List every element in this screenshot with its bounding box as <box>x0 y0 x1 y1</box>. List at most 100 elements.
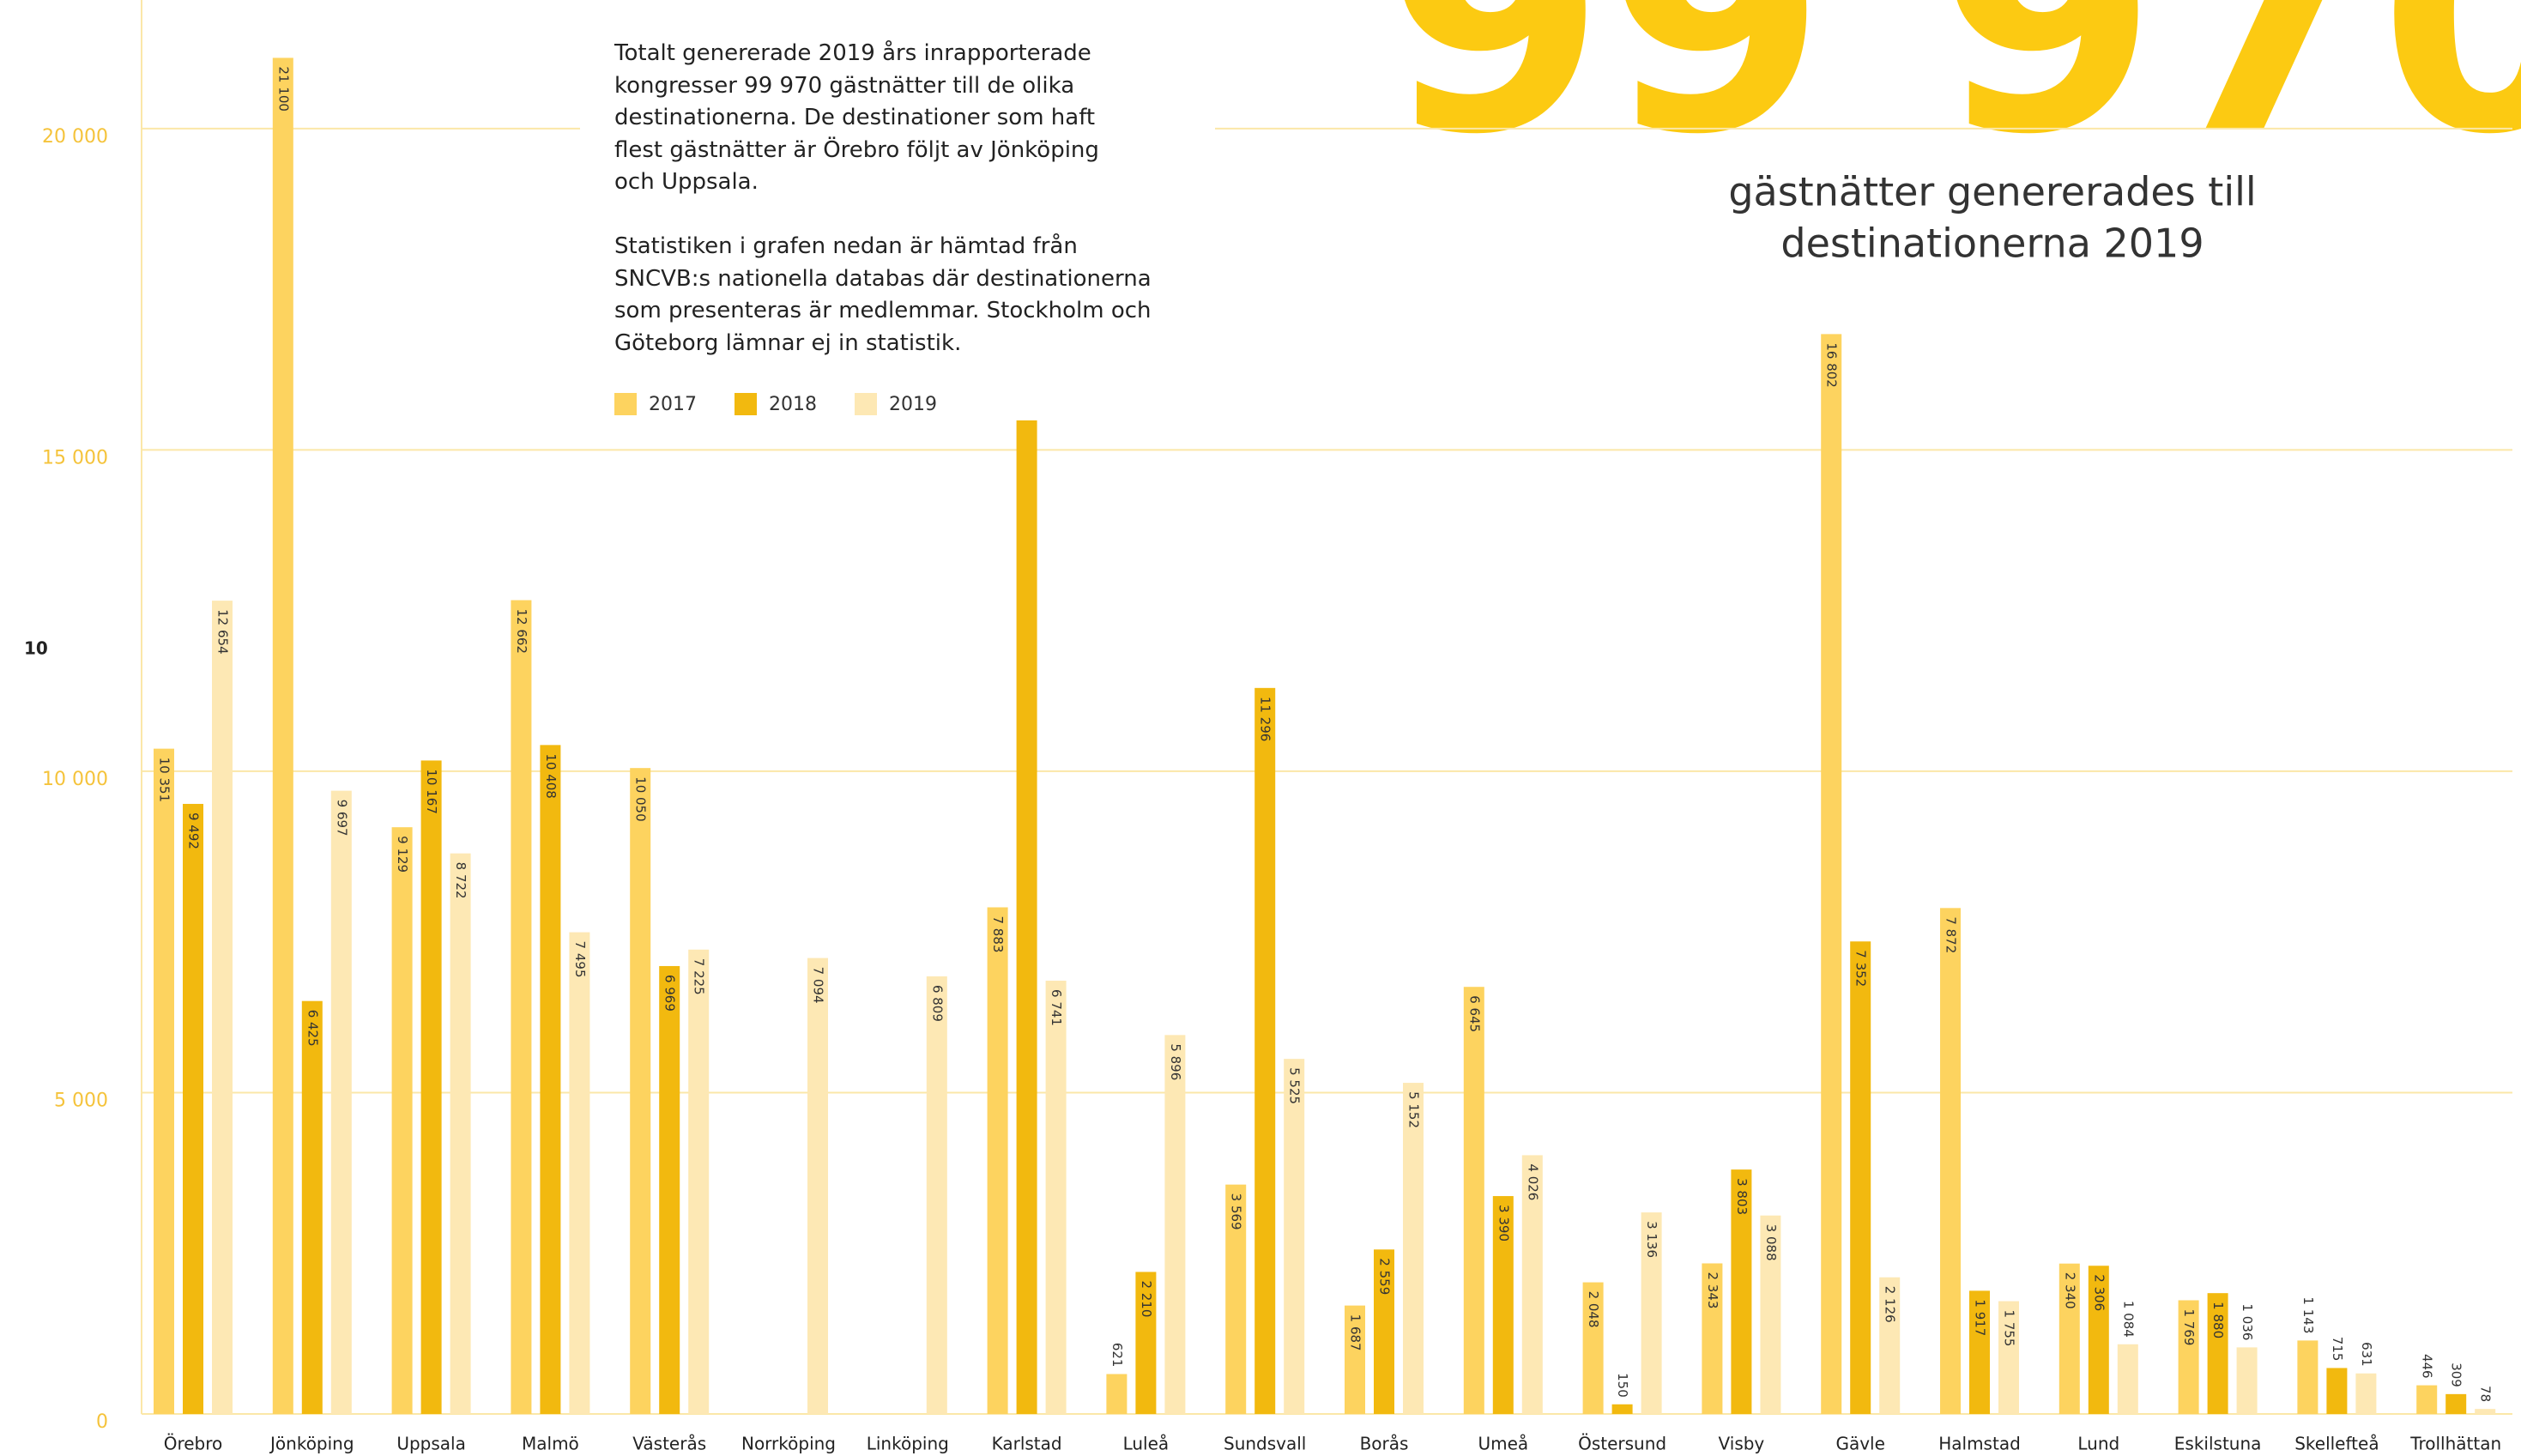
bar <box>1403 1083 1424 1414</box>
value-label: 7 495 <box>572 941 588 978</box>
value-label: 11 296 <box>1258 697 1273 742</box>
value-label: 7 352 <box>1853 950 1869 987</box>
value-label: 3 390 <box>1496 1205 1511 1242</box>
value-label: 12 654 <box>215 609 231 655</box>
x-tick-label: Norrköping <box>741 1434 836 1454</box>
bar <box>391 827 413 1414</box>
value-label: 1 755 <box>2002 1310 2017 1347</box>
side-note: 10 <box>24 638 48 659</box>
value-label: 4 026 <box>1525 1163 1540 1200</box>
value-label: 7 094 <box>811 967 826 1004</box>
x-tick-label: Karlstad <box>992 1434 1062 1454</box>
value-label: 1 880 <box>2210 1302 2226 1338</box>
value-label: 5 896 <box>1168 1043 1183 1080</box>
bar <box>2475 1409 2496 1414</box>
bar <box>1940 908 1961 1414</box>
value-label: 309 <box>2449 1362 2464 1387</box>
x-tick-label: Sundsvall <box>1224 1434 1306 1454</box>
bar <box>659 965 680 1414</box>
value-label: 3 136 <box>1644 1221 1660 1258</box>
value-label: 2 343 <box>1705 1272 1720 1308</box>
bar <box>2355 1373 2377 1414</box>
value-label: 150 <box>1615 1373 1630 1398</box>
x-tick-label: Uppsala <box>396 1434 466 1454</box>
bar <box>2326 1368 2348 1414</box>
value-label: 621 <box>1109 1343 1125 1368</box>
value-label: 6 741 <box>1049 989 1064 1026</box>
bar <box>2445 1393 2467 1414</box>
value-label: 9 129 <box>395 836 410 873</box>
x-tick-label: Eskilstuna <box>2174 1434 2262 1454</box>
x-tick-label: Örebro <box>164 1434 223 1454</box>
y-tick-label: 15 000 <box>42 447 108 468</box>
bar <box>1016 335 1037 1414</box>
y-tick-label: 20 000 <box>42 126 108 148</box>
bar <box>569 932 590 1414</box>
bar <box>1821 334 1842 1414</box>
bar <box>630 768 651 1414</box>
bar <box>1345 1305 1365 1414</box>
bar <box>1225 1184 1247 1414</box>
bar <box>1106 1374 1127 1414</box>
x-tick-label: Skellefteå <box>2294 1434 2379 1454</box>
bar <box>2117 1344 2138 1414</box>
bar <box>1879 1277 1901 1414</box>
value-label: 10 050 <box>633 776 649 822</box>
x-tick-label: Borås <box>1360 1434 1409 1454</box>
bar <box>330 790 352 1414</box>
value-label: 10 351 <box>157 758 172 803</box>
intro-line: Statistiken i grafen nedan är hämtad frå… <box>614 233 1078 259</box>
bar <box>926 976 947 1414</box>
value-label: 1 143 <box>2300 1296 2316 1333</box>
bar <box>2207 1293 2228 1414</box>
value-label: 1 769 <box>2181 1308 2197 1345</box>
value-label: 5 525 <box>1287 1067 1303 1104</box>
value-label: 12 662 <box>514 609 529 655</box>
bar <box>450 853 471 1414</box>
bar <box>183 803 203 1414</box>
value-label: 1 687 <box>1348 1314 1363 1351</box>
value-label: 2 048 <box>1586 1291 1601 1328</box>
value-label: 5 152 <box>1406 1091 1422 1128</box>
bar <box>2059 1263 2080 1414</box>
bar <box>420 760 442 1414</box>
x-tick-label: Lund <box>2077 1434 2119 1454</box>
bar <box>301 1000 323 1414</box>
x-tick-label: Östersund <box>1578 1434 1666 1454</box>
bar <box>1611 1404 1633 1414</box>
value-label: 16 802 <box>1824 342 1840 388</box>
value-label: 6 969 <box>662 975 678 1012</box>
legend-swatch <box>735 393 757 416</box>
x-tick-label: Gävle <box>1835 1434 1884 1454</box>
intro-paragraph: Totalt genererade 2019 års inrapporterad… <box>614 38 1181 199</box>
bar <box>1998 1301 2019 1414</box>
x-tick-label: Linköping <box>867 1434 949 1454</box>
value-label: 7 225 <box>692 958 707 995</box>
intro-line: flest gästnätter är Örebro följt av Jönk… <box>614 136 1099 163</box>
value-label: 9 492 <box>186 813 202 849</box>
x-tick-label: Halmstad <box>1938 1434 2021 1454</box>
bar <box>1254 687 1276 1414</box>
value-label: 3 569 <box>1229 1193 1244 1230</box>
bar <box>511 600 532 1414</box>
x-tick-label: Umeå <box>1478 1434 1528 1454</box>
value-label: 1 917 <box>1973 1299 1988 1336</box>
value-label: 2 210 <box>1139 1280 1154 1317</box>
value-label: 6 809 <box>929 985 945 1022</box>
bar <box>1582 1282 1604 1414</box>
value-label: 2 559 <box>1377 1258 1393 1295</box>
bar <box>1850 941 1871 1414</box>
bar <box>2088 1266 2109 1414</box>
value-label: 10 167 <box>424 769 439 814</box>
value-label: 10 408 <box>543 753 559 799</box>
x-tick-label: Jönköping <box>269 1434 354 1454</box>
value-label: 631 <box>2359 1342 2374 1367</box>
intro-line: SNCVB:s nationella databas där destinati… <box>614 265 1152 292</box>
bar <box>272 57 293 1414</box>
value-label: 2 340 <box>2062 1272 2077 1309</box>
bar <box>154 748 174 1414</box>
value-label: 78 <box>2478 1386 2494 1402</box>
value-label: 1 036 <box>2240 1303 2255 1340</box>
x-tick-label: Trollhättan <box>2409 1434 2501 1454</box>
big-caption: gästnätter genererades till <box>1728 169 2256 215</box>
